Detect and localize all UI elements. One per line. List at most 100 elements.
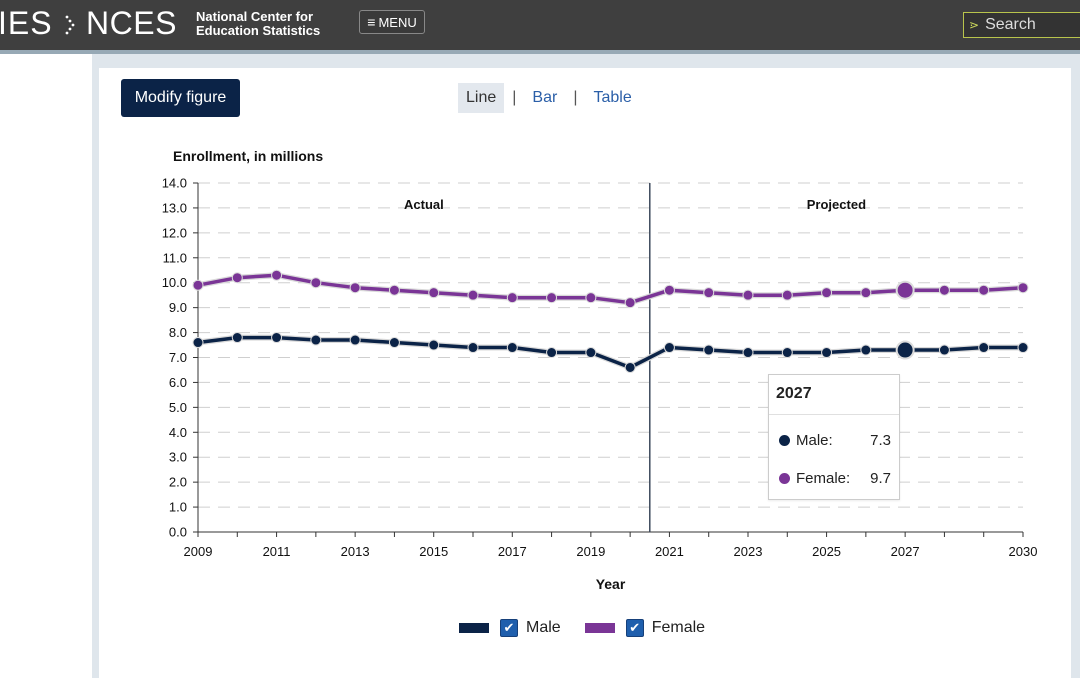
data-point-female [546, 292, 558, 304]
data-point-female [506, 292, 518, 304]
region-label-projected: Projected [807, 197, 866, 212]
logo-subtitle-line2: Education Statistics [196, 23, 321, 38]
y-tick-label: 4.0 [169, 425, 187, 440]
data-point-female [742, 289, 754, 301]
series-line-female [197, 273, 1024, 305]
x-tick-label: 2013 [341, 544, 370, 559]
data-point-male [1017, 342, 1029, 354]
data-tooltip: 2027 Male: 7.3 Female: 9.7 [768, 374, 900, 500]
data-point-male [663, 342, 675, 354]
site-header: IES NCES National Center for Education S… [0, 0, 1080, 50]
region-label-actual: Actual [404, 197, 444, 212]
y-tick-label: 12.0 [162, 225, 187, 240]
tab-separator: | [573, 89, 578, 106]
left-gutter [0, 54, 92, 678]
y-tick-label: 8.0 [169, 325, 187, 340]
logo-separator-icon [65, 15, 75, 35]
data-point-male [428, 339, 440, 351]
tab-line[interactable]: Line [458, 83, 505, 113]
x-axis-title: Year [596, 576, 626, 592]
data-point-male [271, 332, 283, 344]
data-point-female [663, 284, 675, 296]
y-tick-label: 10.0 [162, 275, 187, 290]
modify-figure-button[interactable]: Modify figure [121, 79, 240, 117]
checkbox-male[interactable]: ✔ [500, 619, 518, 637]
x-tick-label: 2030 [1009, 544, 1038, 559]
data-point-male [978, 342, 990, 354]
tooltip-value: 9.7 [870, 470, 891, 487]
y-tick-label: 1.0 [169, 500, 187, 515]
data-point-male [506, 342, 518, 354]
data-point-female [938, 284, 950, 296]
tooltip-year: 2027 [776, 385, 812, 402]
data-point-male [231, 332, 243, 344]
x-tick-label: 2025 [812, 544, 841, 559]
tooltip-label: Male: [796, 432, 833, 449]
data-point-male [388, 337, 400, 349]
y-tick-label: 11.0 [163, 250, 187, 265]
legend-label-female: Female [651, 619, 706, 636]
data-point-male [938, 344, 950, 356]
header-divider [0, 50, 1080, 54]
series-line-male [197, 335, 1023, 370]
x-tick-label: 2011 [263, 544, 291, 559]
data-point-male [192, 337, 204, 349]
search-arrow-icon: ⋗ [969, 18, 980, 32]
hamburger-icon: ≡ [367, 14, 376, 30]
menu-label: MENU [378, 14, 417, 30]
tooltip-row-male: Male: 7.3 [779, 432, 891, 449]
logo-subtitle-line1: National Center for [196, 9, 314, 24]
data-point-female [860, 287, 872, 299]
y-tick-label: 9.0 [169, 300, 187, 315]
data-point-female [703, 287, 715, 299]
y-tick-label: 5.0 [169, 400, 187, 415]
tooltip-value: 7.3 [870, 432, 891, 449]
figure-panel [99, 68, 1071, 678]
y-tick-label: 3.0 [169, 450, 187, 465]
nces-logo-subtitle: National Center for Education Statistics [196, 10, 320, 38]
tab-separator: | [512, 89, 517, 106]
data-point-female [585, 292, 597, 304]
female-dot-icon [779, 473, 790, 484]
data-point-male [467, 342, 479, 354]
ies-logo[interactable]: IES [0, 5, 53, 41]
x-tick-label: 2023 [734, 544, 763, 559]
x-tick-label: 2015 [419, 544, 448, 559]
tab-bar[interactable]: Bar [532, 89, 558, 106]
tab-table[interactable]: Table [593, 89, 632, 106]
data-point-male [781, 347, 793, 359]
x-tick-label: 2019 [576, 544, 605, 559]
nces-logo[interactable]: NCES [86, 5, 177, 41]
y-tick-label: 14.0 [162, 176, 187, 191]
data-point-male [349, 334, 361, 346]
legend-swatch-male [459, 623, 489, 633]
y-axis-title: Enrollment, in millions [173, 148, 323, 164]
data-point-female [388, 284, 400, 296]
search-input[interactable]: ⋗ Search [963, 12, 1080, 38]
checkbox-female[interactable]: ✔ [625, 619, 644, 637]
y-tick-label: 6.0 [169, 375, 187, 390]
data-point-male [585, 347, 597, 359]
data-point-female [231, 272, 243, 284]
data-point-female [781, 289, 793, 301]
data-point-female [271, 269, 283, 281]
tooltip-divider [769, 414, 899, 415]
data-point-female [1017, 282, 1029, 294]
data-point-male [703, 344, 715, 356]
x-tick-label: 2027 [891, 544, 920, 559]
data-point-female [624, 297, 636, 309]
chart-legend: ✔ Male ✔ Female [459, 619, 729, 637]
view-tabs: Line | Bar | Table [458, 83, 640, 113]
menu-button[interactable]: ≡ MENU [359, 10, 425, 34]
data-point-male [624, 361, 636, 373]
data-point-male [860, 344, 872, 356]
data-point-female [192, 279, 204, 291]
male-dot-icon [779, 435, 790, 446]
y-tick-label: 0.0 [169, 525, 187, 540]
data-point-female [428, 287, 440, 299]
y-tick-label: 2.0 [169, 475, 187, 490]
data-point-male [742, 347, 754, 359]
x-tick-label: 2017 [498, 544, 527, 559]
data-point-male [821, 347, 833, 359]
